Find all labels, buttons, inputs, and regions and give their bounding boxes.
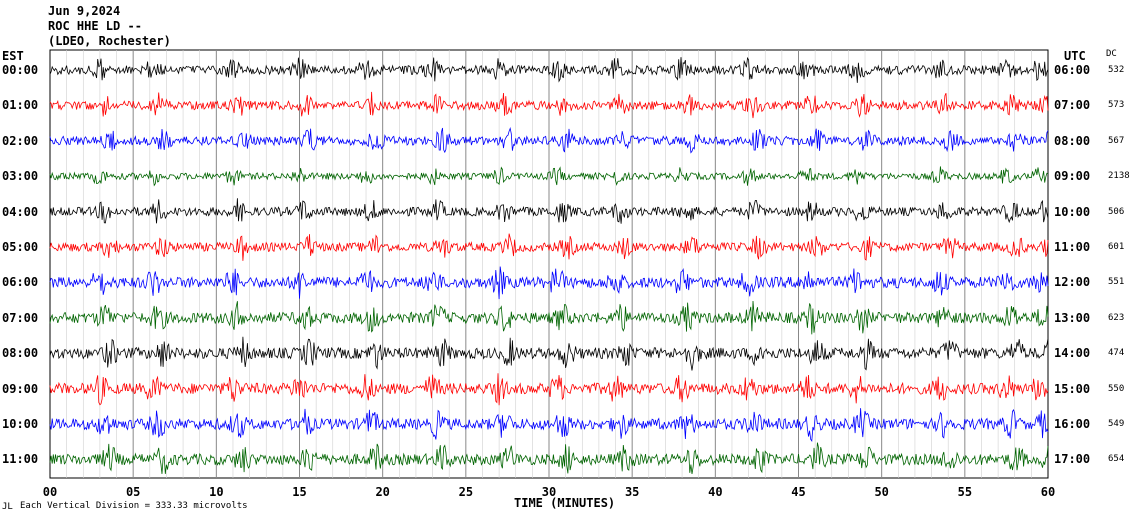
utc-label: 16:00 <box>1054 417 1091 431</box>
utc-label: 10:00 <box>1054 204 1091 219</box>
est-label: 09:00 <box>2 381 39 396</box>
trace-0800 <box>49 336 1049 371</box>
est-label: 03:00 <box>2 169 39 184</box>
x-tick-label: 10 <box>209 485 223 499</box>
trace-1100 <box>49 442 1049 475</box>
est-label: 05:00 <box>2 240 39 254</box>
trace-0700 <box>49 300 1049 335</box>
trace-0600 <box>49 266 1049 300</box>
est-label: 08:00 <box>2 346 39 361</box>
utc-label: 13:00 <box>1054 310 1091 325</box>
dc-offset: 623 <box>1108 312 1125 323</box>
x-tick-label: 45 <box>791 485 805 499</box>
dc-column-title: DC <box>1106 49 1117 59</box>
dc-offset: 550 <box>1108 383 1125 394</box>
est-label: 07:00 <box>2 310 39 325</box>
x-tick-label: 30 <box>542 485 556 499</box>
x-tick-label: 40 <box>708 485 722 499</box>
trace-0000 <box>49 56 1049 83</box>
trace-0300 <box>49 166 1049 187</box>
grid-lines <box>49 49 1049 479</box>
dc-offset: 551 <box>1108 277 1125 288</box>
x-tick-label: 20 <box>375 485 389 499</box>
utc-label: 07:00 <box>1054 98 1091 113</box>
x-tick-label: 35 <box>625 485 639 499</box>
est-label: 11:00 <box>2 452 39 467</box>
x-axis-ticks: 00 05 10 15 20 25 30 35 40 45 50 55 60 <box>43 485 1055 499</box>
plot-date: Jun 9,2024 <box>48 4 121 18</box>
vertical-scale-note: Each Vertical Division = 333.33 microvol… <box>20 501 248 511</box>
x-tick-label: 25 <box>459 485 473 499</box>
est-label: 00:00 <box>2 63 39 77</box>
x-tick-label: 60 <box>1041 485 1055 499</box>
utc-label: 17:00 <box>1054 452 1091 467</box>
dc-offset: 474 <box>1108 348 1125 359</box>
trace-1000 <box>49 408 1049 443</box>
trace-layer <box>49 56 1049 475</box>
utc-label: 06:00 <box>1054 63 1091 77</box>
utc-axis-title: UTC <box>1064 49 1086 63</box>
dc-offset: 654 <box>1108 454 1125 465</box>
dc-offset: 506 <box>1108 206 1125 217</box>
x-tick-label: 05 <box>126 485 140 499</box>
dc-offset: 601 <box>1108 242 1125 252</box>
est-label: 02:00 <box>2 133 39 148</box>
est-label: 04:00 <box>2 204 39 219</box>
utc-label: 08:00 <box>1054 133 1091 148</box>
network-name: (LDEO, Rochester) <box>48 34 171 48</box>
x-tick-label: 00 <box>43 485 57 499</box>
dc-offset: 2138 <box>1108 171 1130 182</box>
x-tick-label: 15 <box>292 485 306 499</box>
x-tick-label: 50 <box>874 485 888 499</box>
dc-offset: 532 <box>1108 65 1125 75</box>
footer-mark: JL <box>2 502 13 512</box>
utc-label: 15:00 <box>1054 381 1091 396</box>
x-axis-label: TIME (MINUTES) <box>514 496 616 510</box>
trace-0500 <box>49 233 1049 261</box>
est-axis-title: EST <box>2 49 24 63</box>
x-tick-label: 55 <box>958 485 972 499</box>
station-code: ROC HHE LD -- <box>48 19 142 33</box>
utc-label: 14:00 <box>1054 346 1091 361</box>
est-label: 10:00 <box>2 417 39 431</box>
trace-0100 <box>49 91 1049 119</box>
est-label: 06:00 <box>2 275 39 290</box>
trace-0400 <box>49 198 1049 224</box>
utc-label: 11:00 <box>1054 240 1091 254</box>
dc-offset: 549 <box>1108 419 1125 429</box>
utc-label: 09:00 <box>1054 169 1091 184</box>
est-label: 01:00 <box>2 98 39 113</box>
trace-0900 <box>49 373 1049 406</box>
dc-offset: 573 <box>1108 100 1125 111</box>
utc-label: 12:00 <box>1054 275 1091 290</box>
dc-offset: 567 <box>1108 135 1125 146</box>
trace-0200 <box>49 126 1049 154</box>
